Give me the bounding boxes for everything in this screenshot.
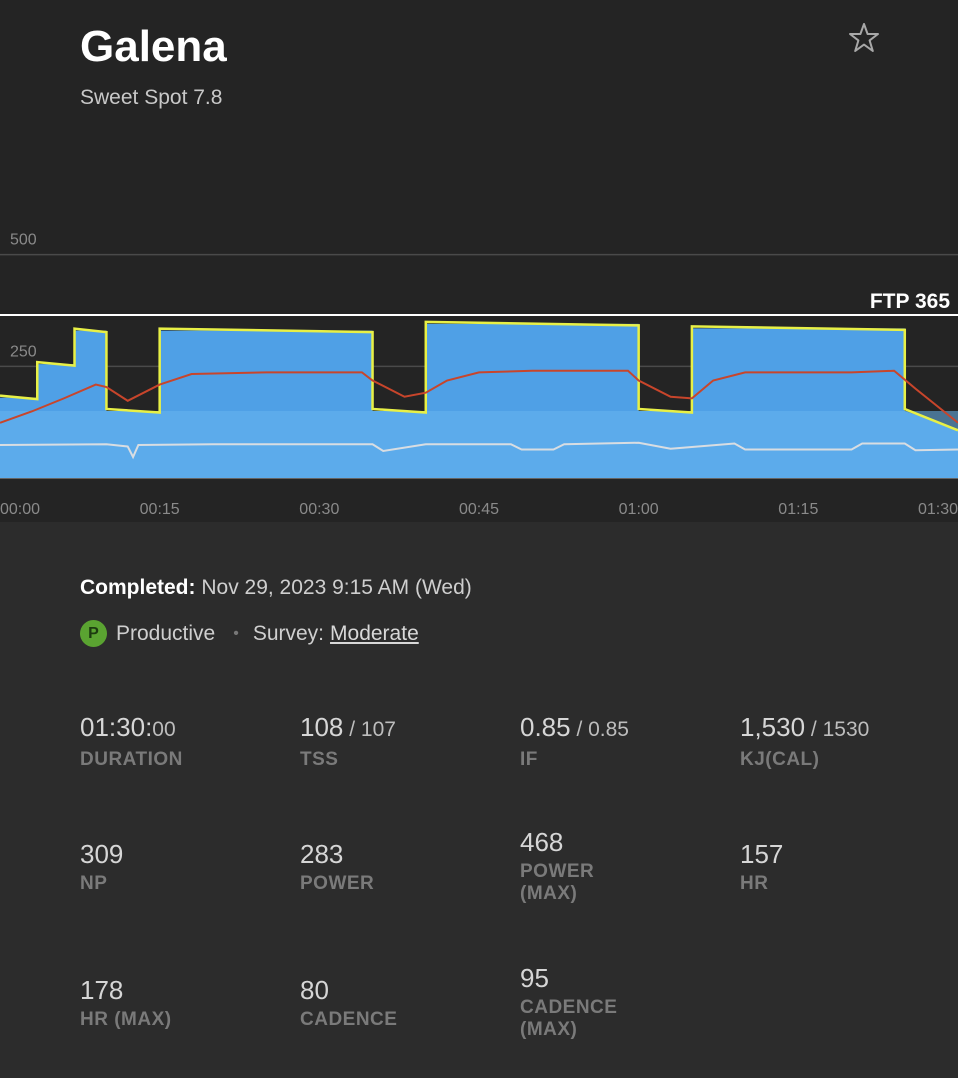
metric-value: 108 [300,712,344,742]
metric-kj: 1,530 / 1530 KJ(CAL) [740,712,950,771]
x-tick-label: 01:00 [619,501,659,518]
separator-dot: • [233,624,239,642]
metric-label: HR (MAX) [80,1009,172,1030]
metric-value: 468 [520,827,564,857]
ftp-label: FTP 365 [870,290,950,313]
completed-date: Nov 29, 2023 9:15 AM (Wed) [201,576,472,599]
workout-chart: 500 250 FTP 365 00:00 00:15 00:30 00:45 01:00 01… [0,232,958,518]
workout-subtitle: Sweet Spot 7.8 [80,86,223,109]
metric-label: TSS [300,749,339,770]
x-tick-label: 00:15 [140,501,180,518]
metric-value: 0.85 [520,712,571,742]
metric-tss: 108 / 107 TSS [300,712,510,771]
cadence-line [0,441,958,460]
metric-label: HR [740,873,769,894]
metric-label: POWER [300,873,375,894]
metric-label: KJ(CAL) [740,749,820,770]
x-tick-label: 00:30 [299,501,339,518]
workout-header: Galena Sweet Spot 7.8 500 250 FTP 365 00:00… [0,0,958,522]
metric-value: 157 [740,839,784,869]
metric-label: DURATION [80,749,183,770]
metric-value: 283 [300,839,344,869]
metric-label: IF [520,749,538,770]
metric-hr-max: 178 HR (MAX) [80,975,290,1031]
x-tick-label: 01:30 [918,501,958,518]
metric-value: 80 [300,975,329,1005]
power-line [0,320,958,432]
productive-badge-icon: P [80,620,107,647]
survey-link[interactable]: Moderate [330,621,419,645]
metric-secondary: / 0.85 [570,718,629,741]
metric-power-max: 468 POWER (MAX) [520,827,650,905]
metric-value: 01:30: [80,712,153,742]
metric-value: 178 [80,975,124,1005]
completed-line: Completed: Nov 29, 2023 9:15 AM (Wed) [80,576,472,600]
x-tick-label: 00:00 [0,501,40,518]
y-tick-label: 500 [10,232,37,249]
metric-label: CADENCE [300,1009,398,1030]
metric-if: 0.85 / 0.85 IF [520,712,730,771]
metric-label: CADENCE (MAX) [520,997,618,1040]
heart-rate-line [0,369,958,424]
metric-value: 309 [80,839,124,869]
survey-label: Survey: [252,621,325,645]
metric-cadence-max: 95 CADENCE (MAX) [520,963,650,1041]
metric-label: NP [80,873,108,894]
metric-value: 95 [520,963,549,993]
metric-duration: 01:30:00 DURATION [80,712,290,771]
x-tick-label: 01:15 [778,501,818,518]
metric-secondary: / 107 [343,718,396,741]
metric-secondary: / 1530 [805,718,870,741]
metric-cadence: 80 CADENCE [300,975,510,1031]
metric-power: 283 POWER [300,839,510,895]
star-icon[interactable] [846,20,882,56]
completed-label: Completed: [80,576,196,599]
workout-title: Galena [80,22,227,71]
metric-label: POWER (MAX) [520,861,595,904]
metric-hr: 157 HR [740,839,950,895]
status-line: P Productive • Survey: Moderate [80,620,419,647]
metric-np: 309 NP [80,839,290,895]
metric-value: 1,530 [740,712,806,742]
metric-secondary: 00 [152,718,176,741]
productive-label: Productive [116,621,216,645]
y-tick-label: 250 [10,343,37,360]
x-tick-label: 00:45 [459,501,499,518]
